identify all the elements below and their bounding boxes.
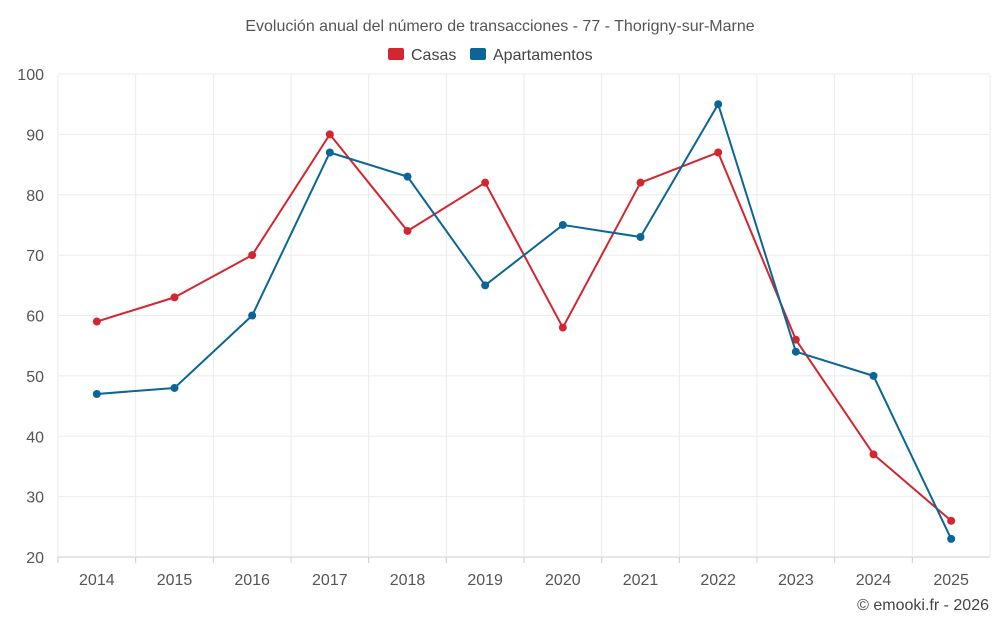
data-point-casas[interactable] [947, 516, 956, 525]
data-point-apartamentos[interactable] [403, 172, 412, 181]
data-point-apartamentos[interactable] [869, 371, 878, 380]
x-tick-label: 2016 [234, 572, 270, 589]
y-tick-label: 60 [26, 309, 44, 326]
x-axis: 2014 2015 2016 2017 2018 2019 2020 2021 2022 2023… [57, 557, 969, 589]
x-tick-label: 2025 [933, 572, 969, 589]
y-tick-label: 30 [26, 490, 44, 507]
data-point-casas[interactable] [714, 148, 723, 157]
data-point-casas[interactable] [248, 251, 257, 260]
x-tick-label: 2018 [390, 572, 426, 589]
x-tick-label: 2024 [856, 572, 892, 589]
y-tick-label: 80 [26, 188, 44, 205]
data-point-apartamentos[interactable] [325, 148, 334, 157]
grid [57, 73, 991, 558]
series-line-apartamentos [96, 103, 953, 540]
x-tick-label: 2014 [79, 572, 115, 589]
data-point-apartamentos[interactable] [558, 220, 567, 229]
data-point-apartamentos[interactable] [791, 347, 800, 356]
x-tick-label: 2020 [545, 572, 581, 589]
data-point-casas[interactable] [791, 335, 800, 344]
legend-item-apartamentos[interactable]: Apartamentos [470, 47, 593, 64]
y-tick-label: 20 [26, 550, 44, 567]
series-apartamentos [92, 100, 956, 543]
data-point-apartamentos[interactable] [248, 311, 257, 320]
data-point-casas[interactable] [869, 450, 878, 459]
legend-label-casas: Casas [411, 47, 456, 64]
x-tick-label: 2023 [778, 572, 814, 589]
data-point-apartamentos[interactable] [636, 233, 645, 242]
data-point-apartamentos[interactable] [714, 100, 723, 109]
data-point-apartamentos[interactable] [170, 383, 179, 392]
x-tick-label: 2021 [623, 572, 659, 589]
legend-swatch-casas [388, 48, 404, 60]
data-point-casas[interactable] [558, 323, 567, 332]
y-tick-label: 40 [26, 429, 44, 446]
data-point-casas[interactable] [403, 226, 412, 235]
x-tick-label: 2019 [467, 572, 503, 589]
data-point-apartamentos[interactable] [481, 281, 490, 290]
series [92, 100, 956, 543]
credit-text: © emooki.fr - 2026 [857, 597, 989, 614]
data-point-apartamentos[interactable] [92, 389, 101, 398]
data-point-casas[interactable] [170, 293, 179, 302]
data-point-casas[interactable] [92, 317, 101, 326]
y-tick-label: 90 [26, 127, 44, 144]
data-point-casas[interactable] [325, 130, 334, 139]
chart-title: Evolución anual del número de transaccio… [245, 18, 754, 35]
x-tick-label: 2015 [157, 572, 193, 589]
data-point-apartamentos[interactable] [947, 534, 956, 543]
x-tick-label: 2017 [312, 572, 348, 589]
x-tick-label: 2022 [700, 572, 736, 589]
legend-item-casas[interactable]: Casas [388, 47, 456, 64]
y-tick-label: 70 [26, 248, 44, 265]
legend-swatch-apartamentos [470, 48, 486, 60]
y-tick-label: 100 [17, 67, 44, 84]
data-point-casas[interactable] [636, 178, 645, 187]
data-point-casas[interactable] [481, 178, 490, 187]
legend: Casas Apartamentos [388, 47, 593, 64]
y-tick-label: 50 [26, 369, 44, 386]
legend-label-apartamentos: Apartamentos [493, 47, 593, 64]
y-axis: 20 30 40 50 60 70 80 90 100 [17, 67, 44, 567]
